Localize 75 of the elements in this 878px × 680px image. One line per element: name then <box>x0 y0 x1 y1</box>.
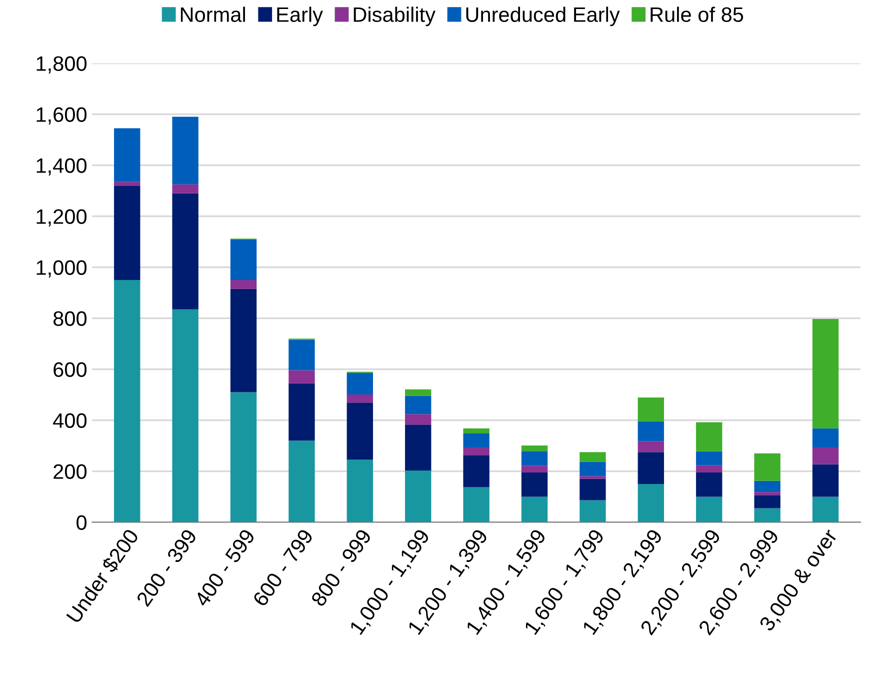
bar <box>638 484 664 522</box>
bar <box>114 186 140 280</box>
bar <box>812 319 839 428</box>
legend-label: Early <box>277 6 323 26</box>
y-tick-label: 1,400 <box>36 158 87 176</box>
bar <box>405 414 432 425</box>
bar <box>754 453 780 481</box>
bar <box>346 372 374 394</box>
bar <box>696 422 722 452</box>
bar <box>405 389 432 396</box>
bar <box>754 480 780 492</box>
bar <box>696 496 722 522</box>
bar <box>580 452 606 462</box>
y-tick-label: 1,600 <box>36 107 87 124</box>
legend-label: Rule of 85 <box>650 6 744 22</box>
y-tick-label: 400 <box>53 413 87 428</box>
y-tick-label: 1,200 <box>36 209 87 226</box>
bar <box>463 455 490 488</box>
bar <box>580 500 606 522</box>
bar <box>638 421 664 442</box>
bar <box>696 451 722 466</box>
bar <box>114 182 140 186</box>
bar <box>754 508 780 522</box>
bar <box>463 448 490 456</box>
bar <box>754 495 780 508</box>
legend-label: Disability <box>354 6 436 26</box>
bar <box>463 434 490 448</box>
bar <box>812 428 839 448</box>
bar <box>812 448 839 464</box>
bar <box>405 424 432 470</box>
bar <box>696 465 722 473</box>
bar <box>346 402 374 460</box>
bar <box>230 239 257 280</box>
bar <box>521 451 548 466</box>
bar <box>114 128 140 182</box>
bar <box>521 466 548 473</box>
bar <box>521 445 548 452</box>
bar <box>696 472 722 497</box>
bar <box>638 452 664 484</box>
bar <box>580 462 606 476</box>
bar <box>521 496 548 522</box>
bar <box>288 440 315 522</box>
bar <box>638 441 664 452</box>
bar <box>405 470 432 522</box>
bar <box>288 370 315 384</box>
bar <box>288 340 315 370</box>
y-tick-label: 0 <box>76 515 87 530</box>
y-tick-label: 1,000 <box>36 260 87 278</box>
bar <box>288 383 315 441</box>
bar <box>521 472 548 497</box>
bar <box>812 464 839 497</box>
bar <box>172 116 198 184</box>
y-tick-label: 800 <box>53 311 87 326</box>
bar <box>172 309 198 522</box>
y-tick-label: 600 <box>54 362 87 377</box>
bar <box>230 288 257 392</box>
bar <box>580 478 606 500</box>
bar <box>172 184 198 194</box>
bar <box>114 280 140 522</box>
y-tick-label: 200 <box>54 464 87 479</box>
legend-label: Unreduced Early <box>466 6 620 26</box>
bar <box>346 460 374 522</box>
legend-label: Normal <box>180 6 245 22</box>
bar <box>346 394 374 403</box>
bar <box>463 487 490 522</box>
y-tick-label: 1,800 <box>36 56 87 74</box>
bar <box>463 428 490 434</box>
bar <box>172 193 198 310</box>
bar <box>580 476 606 479</box>
bar <box>230 392 257 522</box>
bar <box>405 396 432 414</box>
bar <box>230 280 257 289</box>
bar <box>638 398 664 422</box>
bar <box>754 492 780 496</box>
bar <box>812 496 839 522</box>
